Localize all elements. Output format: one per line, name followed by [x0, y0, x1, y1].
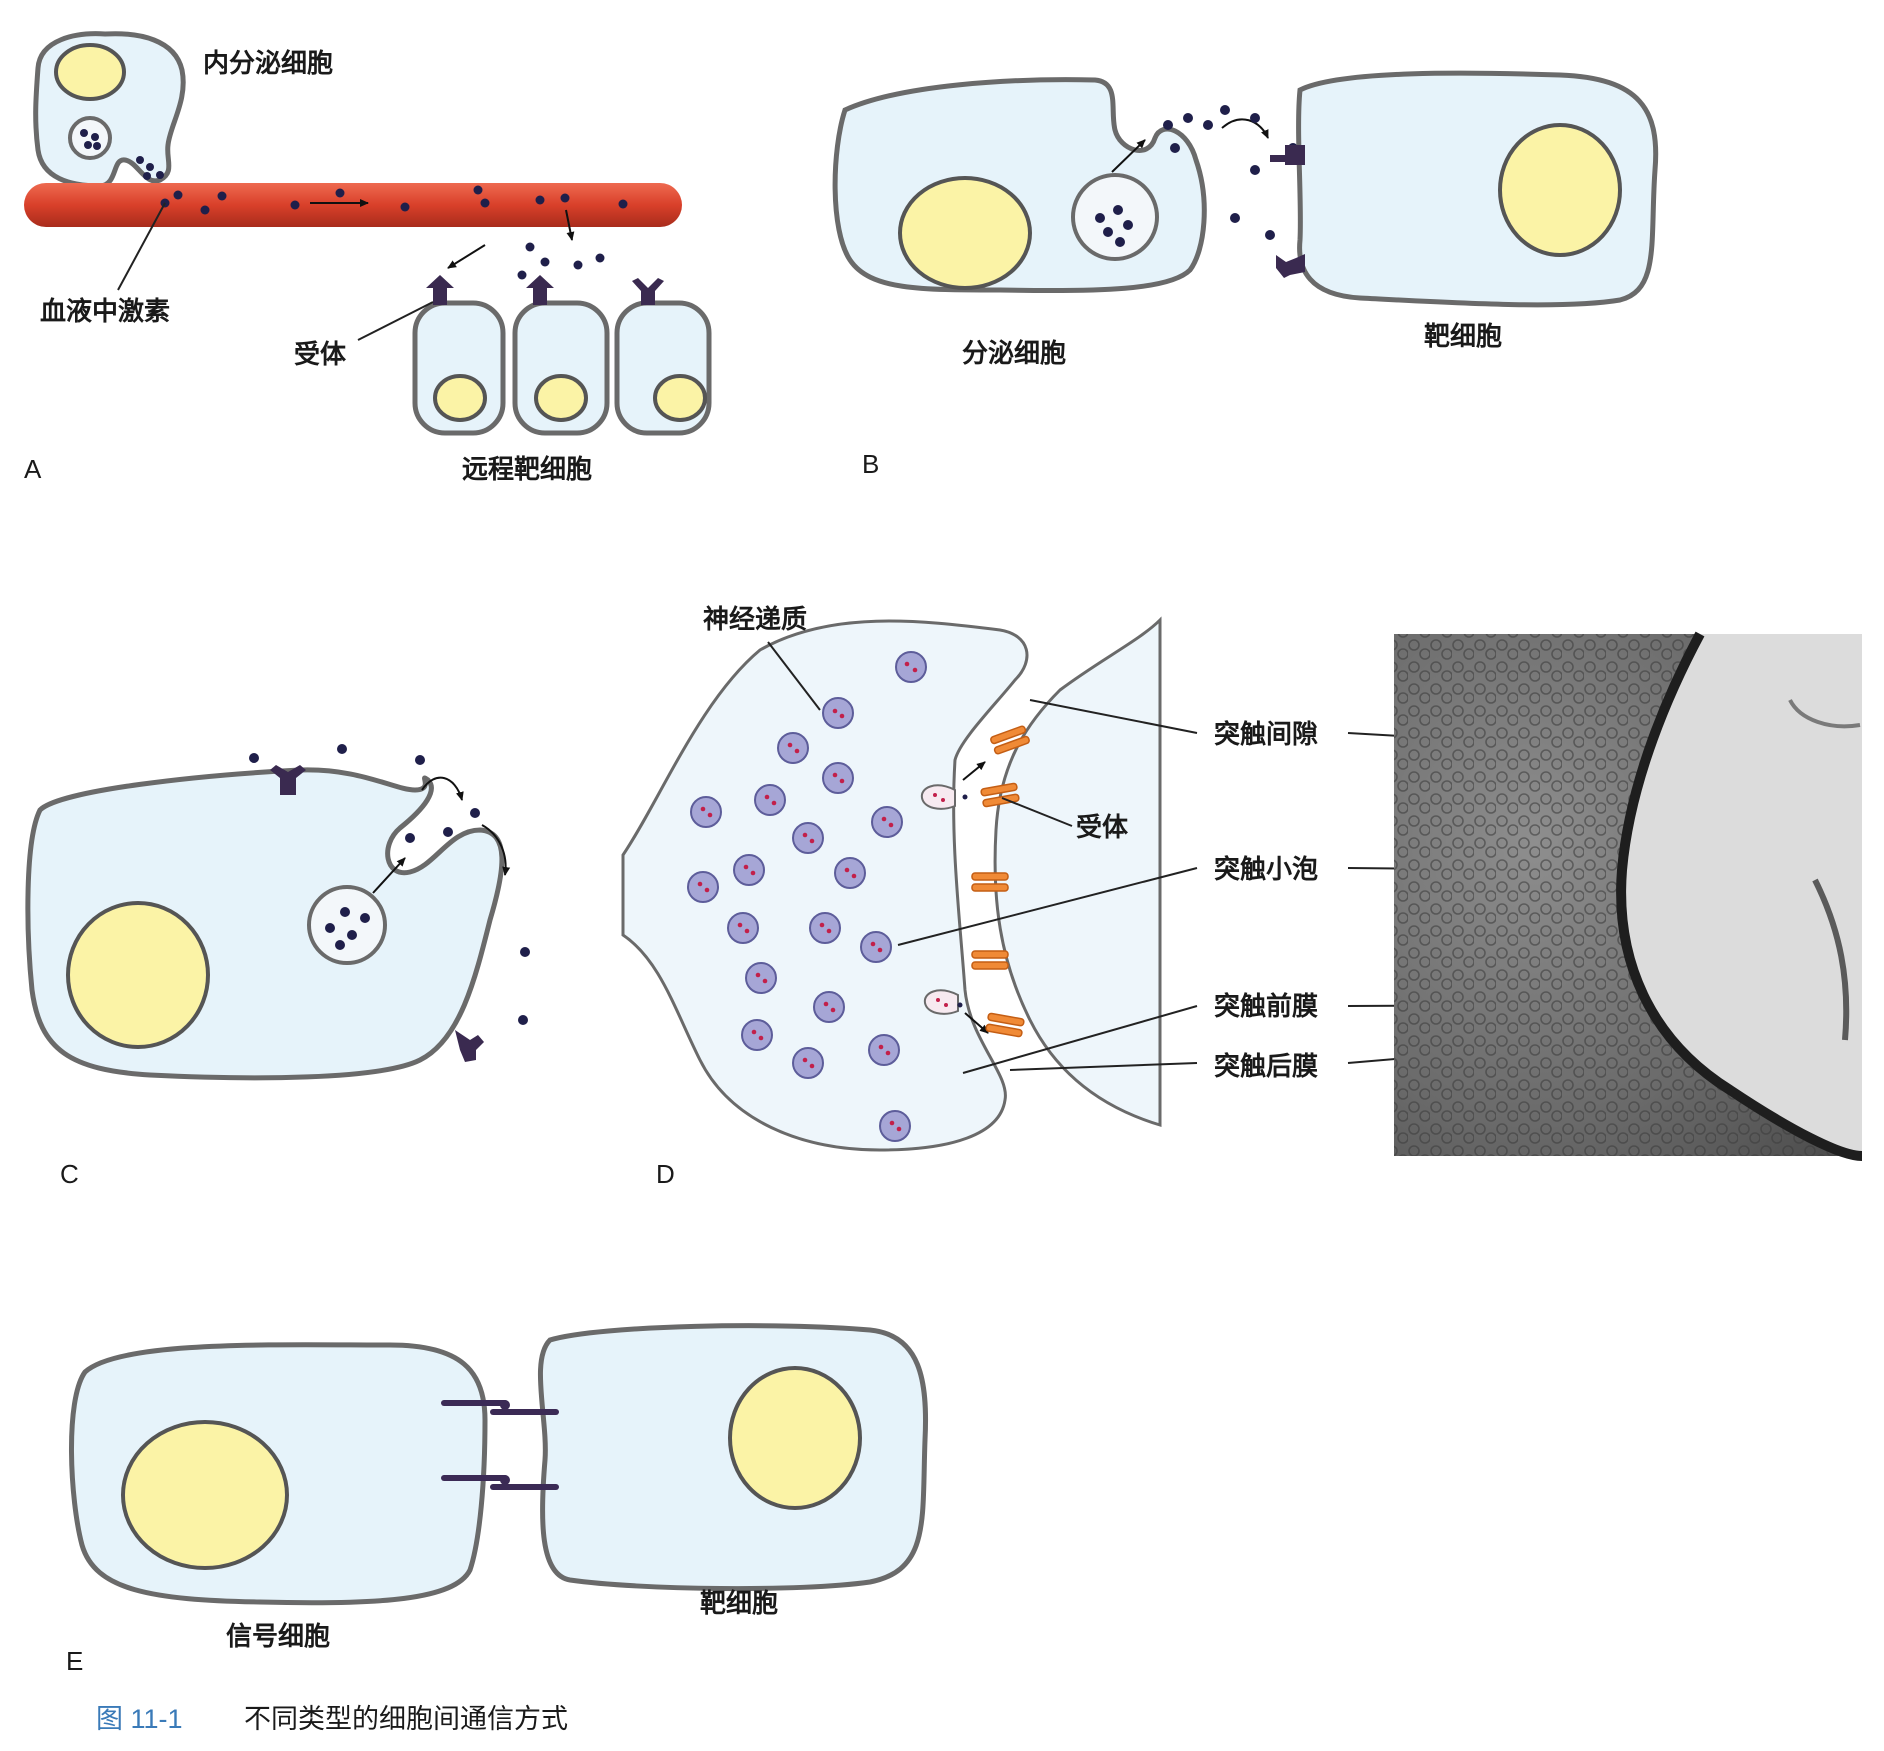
autocrine-cell-nucleus: [66, 901, 210, 1049]
target-cell-label-b: 靶细胞: [1424, 321, 1502, 352]
panel-a: 内分泌细胞 血液中激素 受体 远程靶细胞 A: [24, 31, 712, 485]
blood-hormone-dots: [160, 185, 628, 215]
receptor-label-d: 受体: [1076, 812, 1129, 843]
panel-letter-a: A: [24, 454, 42, 484]
distant-target-cells: [412, 300, 712, 436]
panel-letter-b: B: [862, 449, 879, 479]
panel-b: 分泌细胞 靶细胞 B: [832, 70, 1659, 479]
secreting-cell-label: 分泌细胞: [962, 338, 1066, 369]
secreting-cell-nucleus: [898, 176, 1032, 290]
panel-letter-d: D: [656, 1159, 675, 1189]
secretory-vesicle-c: [307, 885, 387, 965]
secretory-vesicle-b: [1071, 173, 1159, 261]
cell-junctions: [441, 1400, 559, 1490]
signal-cell-label: 信号细胞: [226, 1621, 330, 1652]
endocrine-nucleus: [54, 43, 126, 101]
postsynaptic-receptors: [971, 725, 1030, 1038]
target-cell-e-nucleus: [728, 1366, 862, 1510]
presynaptic-terminal: [621, 619, 1029, 1152]
endocrine-cell-label: 内分泌细胞: [203, 48, 333, 79]
panel-d: 神经递质 受体 突触间隙 突触小泡 突触前膜 突触后膜 D: [621, 604, 1863, 1189]
neurotransmitter-label: 神经递质: [703, 604, 807, 635]
synaptic-vesicle-label: 突触小泡: [1214, 854, 1318, 885]
synaptic-cleft-label: 突触间隙: [1214, 719, 1318, 750]
receptor-icons-c: [270, 765, 484, 1062]
panel-e: 信号细胞 靶细胞 E: [66, 1323, 928, 1676]
signal-cell-nucleus: [121, 1420, 289, 1570]
endocrine-secretory-vesicle: [68, 116, 112, 160]
panel-c: C: [25, 744, 530, 1189]
distant-target-label: 远程靶细胞: [462, 454, 592, 485]
receptor-icons-a: [426, 275, 664, 305]
blood-vessel: [24, 183, 682, 227]
target-cell-b-nucleus: [1498, 123, 1622, 257]
blood-hormone-label: 血液中激素: [40, 296, 170, 327]
synaptic-vesicles: [687, 651, 927, 1142]
receptor-icons-b: [1270, 145, 1305, 278]
panel-letter-e: E: [66, 1646, 83, 1676]
presynaptic-membrane-label: 突触前膜: [1214, 991, 1318, 1022]
figure-number: 图 11-1: [96, 1704, 183, 1734]
synapse-micrograph: [1394, 631, 1863, 1161]
receptor-label-a: 受体: [294, 339, 347, 370]
target-cell-label-e: 靶细胞: [700, 1588, 778, 1619]
panel-letter-c: C: [60, 1159, 79, 1189]
postsynaptic-region: [993, 616, 1162, 1128]
figure-caption: 不同类型的细胞间通信方式: [244, 1704, 568, 1735]
postsynaptic-membrane-label: 突触后膜: [1214, 1051, 1318, 1082]
